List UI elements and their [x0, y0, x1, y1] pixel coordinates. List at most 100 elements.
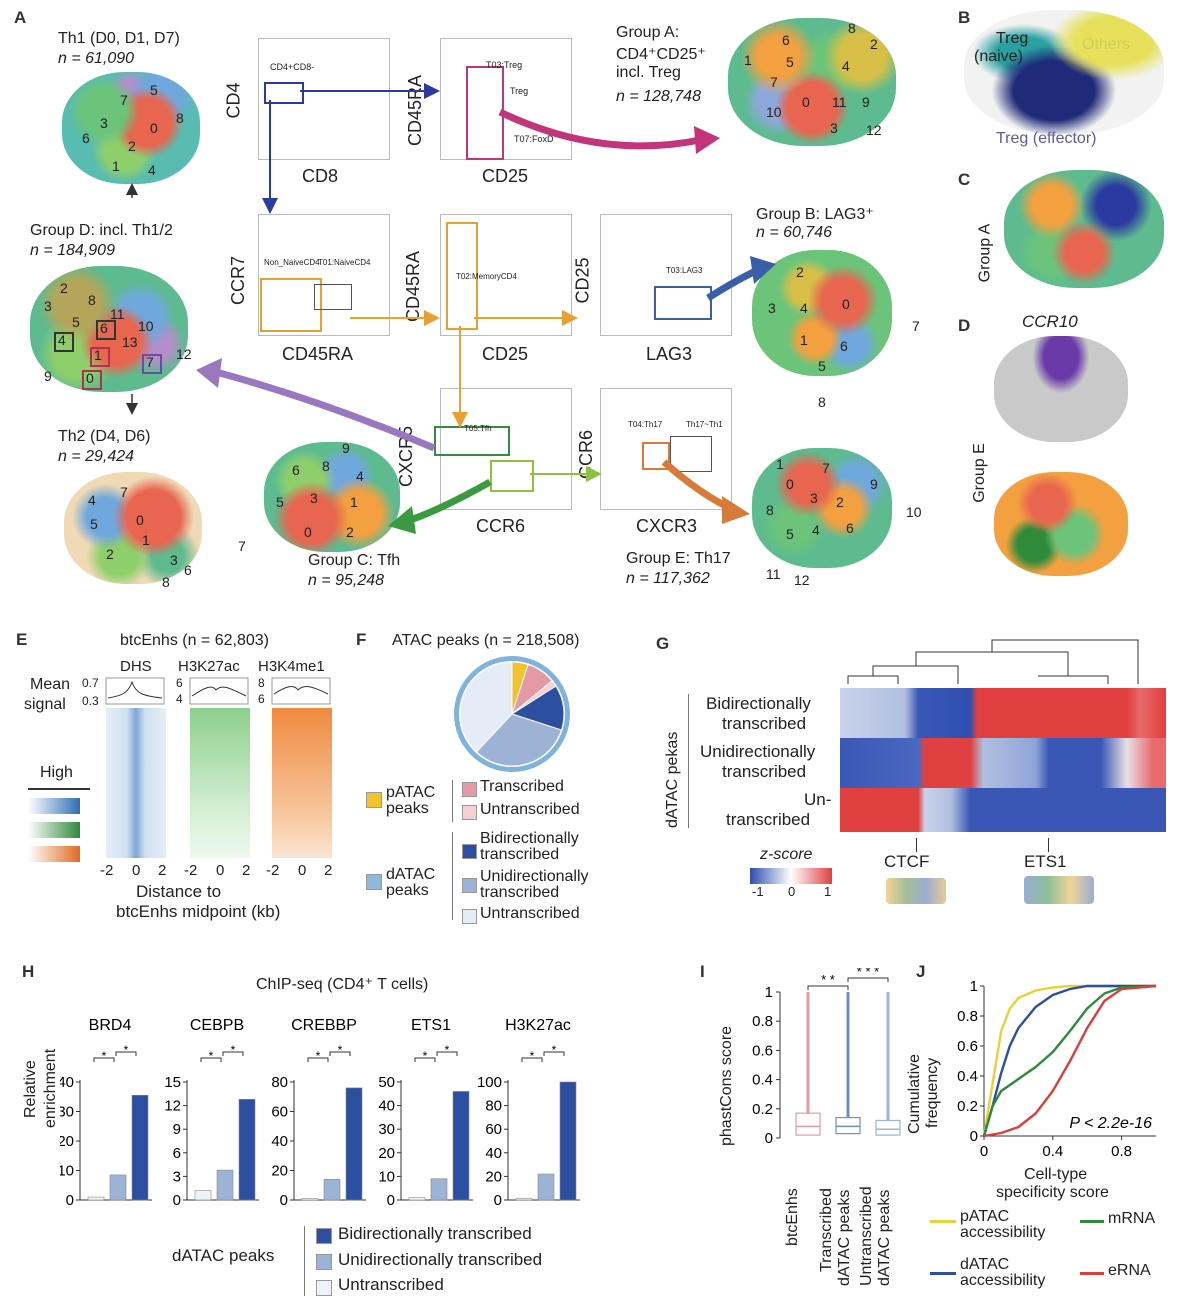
groupc-cluster: 6	[292, 462, 300, 478]
groupe-cluster: 9	[870, 476, 878, 492]
bar	[408, 1197, 426, 1201]
sig-star: *	[102, 1049, 107, 1063]
row-label: transcribed	[722, 762, 807, 781]
sig-star: *	[209, 1049, 214, 1063]
y-tick-label: 0.6	[957, 1038, 978, 1055]
th1-cluster: 2	[128, 138, 136, 154]
ctcf-logo	[886, 878, 946, 904]
groupe-cluster: 3	[810, 490, 818, 506]
gate-box	[264, 82, 304, 104]
groupd-cluster: 6	[100, 320, 108, 336]
pie-slice	[475, 713, 563, 767]
y-tick-label: 50	[378, 1074, 395, 1091]
motif-arrow	[1048, 838, 1049, 852]
groupb-cluster: 4	[800, 300, 808, 316]
profile-box-dhs	[105, 677, 165, 705]
groupb-cluster: 2	[796, 264, 804, 280]
gate-label: T02:MemoryCD4	[456, 272, 517, 281]
bar	[452, 1091, 470, 1201]
cdf-line	[982, 984, 1157, 1137]
bar	[559, 1081, 577, 1201]
axis-label-cd8: CD8	[302, 166, 339, 186]
groupd-cluster: 8	[88, 292, 96, 308]
gate-label: Th17~Th1	[686, 420, 723, 429]
groupd-cluster: 1	[94, 347, 102, 363]
th2-cluster: 0	[136, 512, 144, 528]
tick-label: 0.7	[82, 676, 99, 690]
groupe-cluster: 1	[776, 456, 784, 472]
axis-label-lag3: LAG3	[646, 344, 693, 364]
groupb-cluster: 6	[840, 338, 848, 354]
y-tick-label: 3	[173, 1168, 181, 1185]
bar	[515, 1197, 533, 1201]
panel-h-bar-charts: BRD4 0 10 20 30 40 * * CEBPB 0 3 6 9 12 15 * * CREBBP 0 20 4…	[60, 1017, 580, 1209]
legend-datac-peaks: peaks	[386, 882, 429, 899]
x-tick: 0	[132, 862, 141, 879]
y-tick-label: 0.6	[752, 1042, 773, 1059]
pie-chart	[454, 656, 570, 772]
panel-j-cdf-chart: 0 0.2 0.4 0.6 0.8 1 0 0.4 0.8 P < 2.2e-16	[957, 978, 1157, 1160]
th2-title: Th2 (D4, D6)	[58, 428, 151, 445]
panel-label-a: A	[14, 8, 27, 27]
legend-untranscribed-h: Untranscribed	[338, 1275, 444, 1294]
legend-line-mrna	[1080, 1220, 1104, 1223]
panel-label-e: E	[16, 630, 28, 649]
legend-bracket	[304, 1226, 305, 1296]
bar-chart-title: CEBPB	[190, 1017, 244, 1034]
sig-bracket	[521, 1057, 543, 1062]
panel-j-xlabel-2: specificity score	[996, 1184, 1109, 1201]
legend-transcribed: Transcribed	[480, 778, 564, 795]
ets1-logo	[1024, 876, 1094, 904]
groupd-cluster: 2	[60, 280, 68, 296]
gate-box	[260, 278, 322, 332]
legend-patac-j: pATAC	[960, 1208, 1010, 1225]
legend-swatch-unidirectional-h	[316, 1254, 332, 1270]
profile-line-dhs	[107, 680, 163, 699]
groupd-cluster: 10	[138, 318, 154, 334]
groupc-cluster: 2	[346, 524, 354, 540]
groupe-cluster: 6	[846, 520, 854, 536]
y-tick-label: 30	[378, 1121, 395, 1138]
y-tick-label: 100	[477, 1074, 502, 1091]
y-tick-label: 0	[387, 1192, 395, 1209]
sig-star: * *	[821, 972, 835, 987]
box	[875, 1119, 901, 1136]
sig-bracket	[847, 977, 889, 982]
groupe-cluster: 0	[786, 476, 794, 492]
groupa-cluster: 2	[870, 36, 878, 52]
x-tick: 0	[216, 862, 225, 879]
pie-slice	[459, 661, 513, 753]
gate-box	[670, 436, 712, 472]
sig-bracket	[307, 1057, 329, 1062]
th1-cluster: 1	[112, 158, 120, 174]
row-label: Unidirectionally	[700, 742, 816, 761]
bar	[537, 1173, 555, 1201]
axis-label-cd45ra-2: CD45RA	[282, 344, 354, 364]
high-arrow	[28, 788, 90, 790]
gate-box	[654, 286, 712, 320]
panel-label-d: D	[958, 316, 971, 335]
legend-untranscribed-d: Untranscribed	[480, 905, 580, 922]
panel-e-xlabel: Distance to	[136, 882, 222, 901]
heatmap-h3k4me1	[272, 708, 332, 858]
y-tick-label: 12	[164, 1098, 181, 1115]
heatmap-dhs	[106, 708, 166, 858]
y-tick-label: 0	[173, 1192, 181, 1209]
panel-j-ylabel: Cumulative	[906, 1053, 923, 1134]
tick-label: 4	[176, 692, 183, 706]
zscore-tick: 0	[788, 884, 796, 899]
legend-bidirectional: Bidirectionally	[480, 830, 579, 847]
axis-label-cd25-2: CD25	[482, 344, 529, 364]
gate-label: CD4+CD8-	[270, 62, 315, 72]
legend-line-erna	[1080, 1272, 1104, 1275]
legend-untranscribed: Untranscribed	[480, 801, 580, 818]
x-tick: -2	[100, 862, 114, 879]
heatmap-col-h3k4me1: H3K4me1	[258, 658, 325, 675]
groupe-cluster: 4	[812, 522, 820, 538]
sig-bracket	[807, 985, 849, 990]
groupe-cluster: 10	[906, 504, 922, 520]
gate-box	[642, 442, 670, 470]
groupe-cluster: 2	[836, 494, 844, 510]
x-tick-label: 0.4	[1042, 1143, 1063, 1160]
y-tick-label: 40	[271, 1133, 288, 1150]
